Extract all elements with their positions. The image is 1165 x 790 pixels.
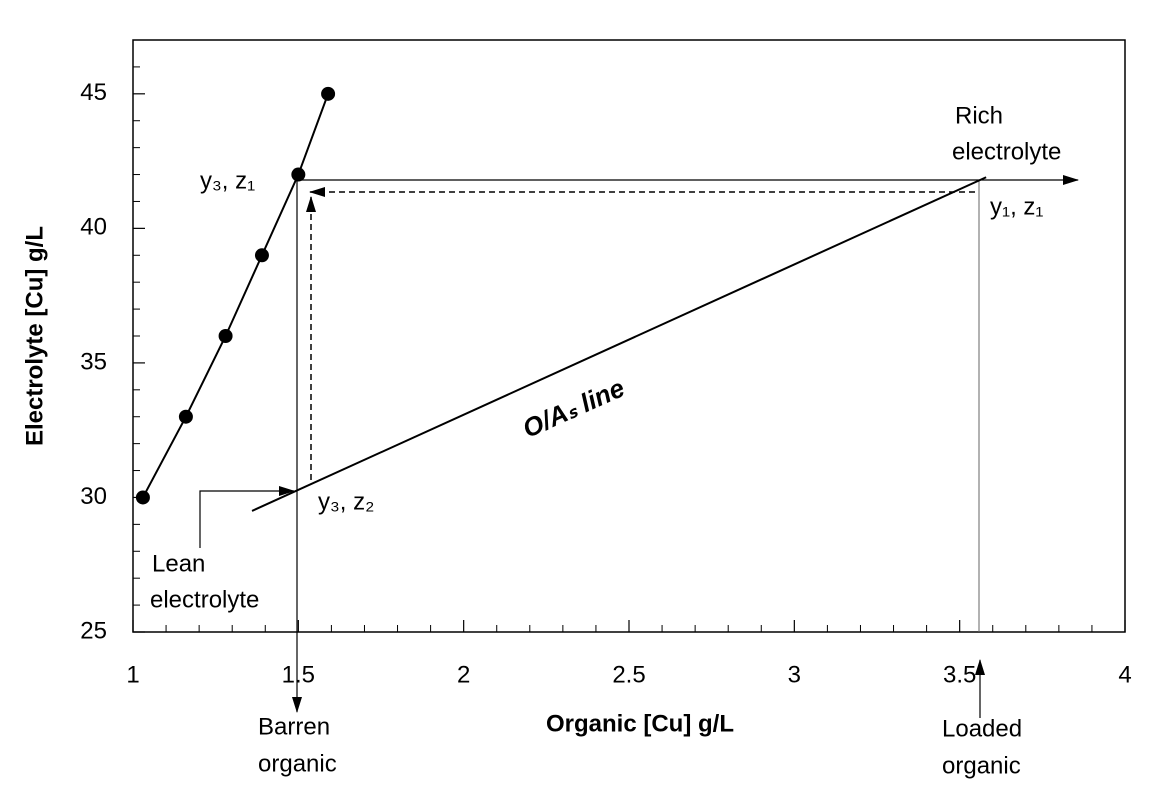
annotation: Loaded — [942, 715, 1022, 742]
annotation-lines — [199, 175, 1079, 718]
arrow — [199, 486, 295, 548]
x-tick-label: 2.5 — [612, 661, 645, 688]
annotation: y₃, z₂ — [318, 488, 374, 515]
x-tick-label: 3.5 — [943, 661, 976, 688]
data-point — [178, 409, 193, 424]
annotation: Lean — [152, 550, 205, 577]
data-point — [321, 86, 336, 101]
x-tick-label: 2 — [457, 661, 470, 688]
annotation: organic — [258, 750, 337, 777]
y-tick-label: 45 — [80, 79, 107, 106]
x-tick-label: 3 — [788, 661, 801, 688]
x-tick-label: 4 — [1118, 661, 1131, 688]
annotation: y₃, z₁ — [200, 167, 255, 194]
series-line — [142, 93, 330, 498]
data-point — [291, 167, 306, 182]
annotation: organic — [942, 752, 1021, 779]
annotation: Rich — [955, 102, 1003, 129]
x-tick-label: 1.5 — [282, 661, 315, 688]
y-tick-label: 40 — [80, 214, 107, 241]
annotation: y₁, z₁ — [990, 193, 1044, 220]
series-line — [251, 176, 987, 512]
y-tick-label: 30 — [80, 483, 107, 510]
x-tick-label: 1 — [126, 661, 139, 688]
y-tick-label: 35 — [80, 348, 107, 375]
data-point — [218, 329, 233, 343]
x-axis-title: Organic [Cu] g/L — [546, 710, 734, 737]
data-point — [254, 248, 269, 263]
y-axis-title: Electrolyte [Cu] g/L — [21, 226, 48, 446]
annotation: electrolyte — [150, 586, 259, 613]
annotation: electrolyte — [952, 138, 1061, 165]
y-tick-label: 25 — [80, 617, 107, 644]
data-point — [135, 490, 150, 505]
annotation: Barren — [258, 713, 330, 740]
